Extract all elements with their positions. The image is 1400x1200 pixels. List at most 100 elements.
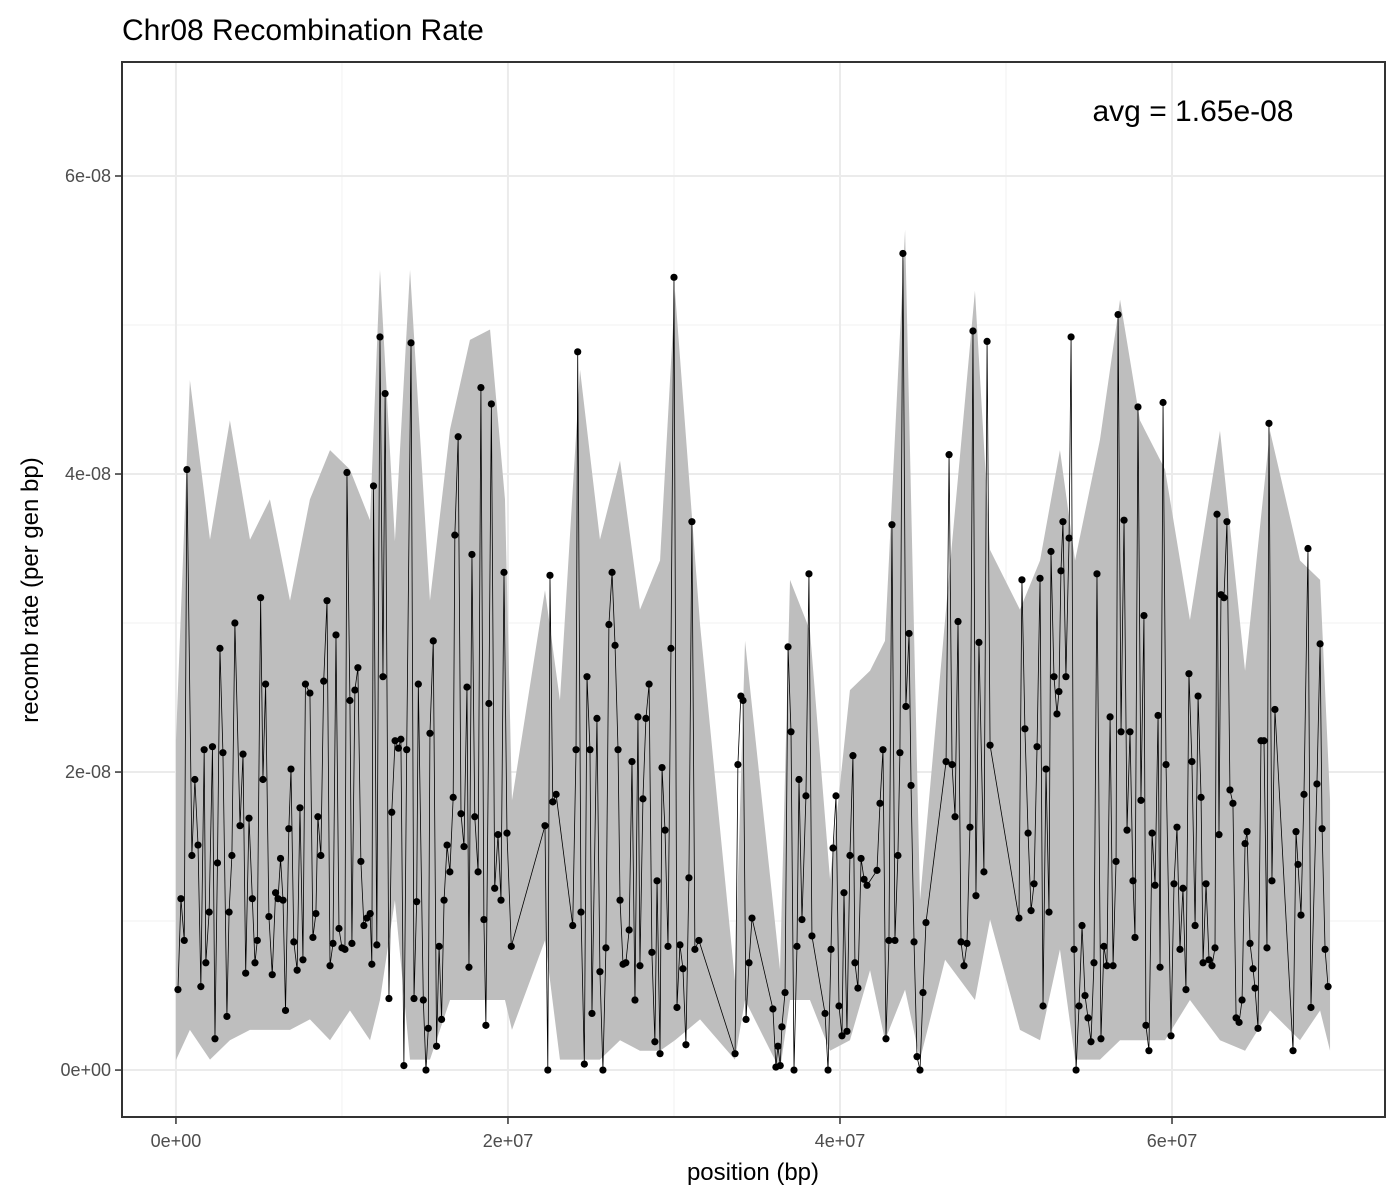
data-point	[1220, 594, 1228, 602]
data-point	[1015, 914, 1023, 922]
data-point	[572, 746, 580, 754]
data-point	[843, 1027, 851, 1035]
data-point	[468, 550, 476, 559]
data-point	[231, 619, 239, 627]
data-point	[400, 1061, 408, 1070]
data-point	[460, 842, 468, 851]
data-point	[574, 348, 582, 356]
data-point	[341, 945, 349, 953]
data-point	[1067, 333, 1075, 341]
data-point	[1235, 1018, 1243, 1026]
data-point	[599, 1066, 607, 1074]
data-point	[879, 746, 887, 754]
data-point	[667, 644, 675, 652]
data-point	[259, 775, 267, 784]
data-point	[1093, 570, 1101, 578]
data-point	[1156, 963, 1164, 971]
plot-area: 0e+00 2e+07 4e+07 6e+07 0e+00 2e-08 4e-08 6e-08	[60, 61, 1386, 1151]
data-point	[664, 942, 672, 950]
rate-line	[177, 253, 1329, 1071]
data-point	[876, 799, 884, 807]
data-point	[577, 908, 585, 916]
data-point	[790, 1066, 798, 1074]
data-point	[299, 956, 307, 964]
data-point	[422, 1066, 430, 1074]
data-point	[1260, 737, 1268, 745]
data-point	[593, 714, 601, 722]
data-point	[1142, 1021, 1150, 1029]
data-point	[1087, 1038, 1095, 1046]
data-point	[1179, 884, 1187, 892]
data-point	[487, 400, 495, 408]
data-point	[419, 996, 427, 1004]
data-point	[608, 568, 616, 576]
data-point	[1176, 945, 1184, 953]
data-point	[805, 570, 813, 578]
data-point	[873, 866, 881, 874]
data-point	[894, 851, 902, 860]
data-point	[639, 795, 647, 803]
data-point	[1129, 877, 1137, 885]
data-point	[242, 969, 250, 977]
data-point	[1238, 996, 1246, 1004]
data-point	[1084, 1014, 1092, 1022]
data-point	[798, 915, 806, 924]
data-point	[888, 521, 896, 529]
data-point	[368, 960, 376, 968]
x-tick-label: 6e+07	[1147, 1131, 1198, 1151]
data-point	[245, 814, 253, 822]
data-point	[1297, 911, 1305, 919]
data-point	[251, 959, 259, 967]
data-point	[335, 924, 343, 933]
data-point	[457, 810, 465, 818]
data-point	[1265, 419, 1273, 427]
data-point	[969, 327, 977, 335]
data-point	[236, 822, 244, 830]
data-point	[913, 1053, 921, 1061]
data-point	[916, 1066, 924, 1074]
data-point	[265, 912, 273, 921]
data-point	[507, 942, 515, 950]
data-point	[219, 749, 227, 757]
data-point	[688, 518, 696, 526]
data-point	[248, 895, 256, 903]
data-point	[1106, 713, 1114, 721]
data-point	[211, 1035, 219, 1043]
data-point	[200, 746, 208, 754]
data-point	[1229, 799, 1237, 807]
data-point	[1243, 828, 1251, 836]
data-point	[208, 743, 217, 751]
data-point	[228, 851, 236, 860]
data-point	[645, 680, 653, 688]
data-point	[261, 680, 270, 688]
data-point	[1120, 516, 1128, 524]
data-point	[691, 945, 699, 953]
data-point	[1324, 983, 1332, 991]
data-point	[213, 859, 222, 867]
data-point	[271, 889, 280, 897]
data-point	[287, 765, 295, 773]
data-point	[451, 531, 459, 539]
data-point	[1268, 877, 1276, 885]
data-point	[1159, 398, 1167, 407]
data-point	[596, 968, 604, 976]
data-point	[748, 914, 756, 922]
data-point	[919, 988, 927, 997]
data-point	[1062, 673, 1070, 681]
data-point	[1170, 880, 1178, 888]
data-point	[348, 939, 356, 948]
data-point	[465, 963, 473, 971]
data-point	[1307, 1003, 1315, 1012]
data-point	[379, 673, 387, 681]
data-point	[605, 620, 613, 629]
data-point	[616, 896, 624, 904]
data-point	[1090, 959, 1098, 967]
data-point	[778, 1023, 786, 1031]
data-point	[922, 918, 930, 927]
data-point	[885, 936, 893, 945]
data-point	[552, 790, 560, 798]
panel-border	[121, 61, 1386, 1118]
data-point	[317, 851, 325, 860]
data-point	[239, 750, 247, 758]
